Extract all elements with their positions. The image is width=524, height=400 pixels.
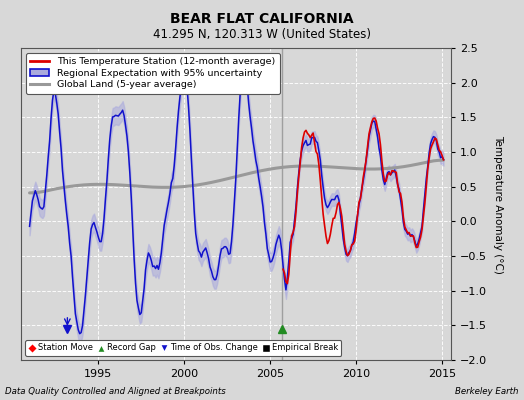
Text: 41.295 N, 120.313 W (United States): 41.295 N, 120.313 W (United States) bbox=[153, 28, 371, 41]
Y-axis label: Temperature Anomaly (°C): Temperature Anomaly (°C) bbox=[494, 134, 504, 274]
Text: Data Quality Controlled and Aligned at Breakpoints: Data Quality Controlled and Aligned at B… bbox=[5, 387, 226, 396]
Legend: Station Move, Record Gap, Time of Obs. Change, Empirical Break: Station Move, Record Gap, Time of Obs. C… bbox=[25, 340, 342, 356]
Text: BEAR FLAT CALIFORNIA: BEAR FLAT CALIFORNIA bbox=[170, 12, 354, 26]
Text: Berkeley Earth: Berkeley Earth bbox=[455, 387, 519, 396]
